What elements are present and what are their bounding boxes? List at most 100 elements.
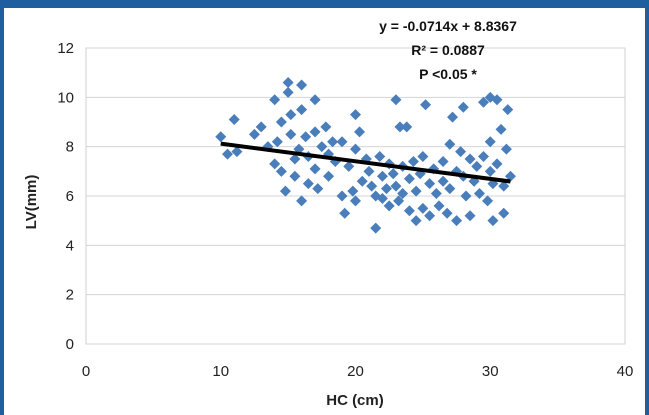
data-point: [336, 190, 348, 202]
x-tick-label: 10: [212, 363, 229, 380]
data-point: [350, 195, 361, 207]
data-point: [296, 104, 308, 116]
data-point: [312, 183, 324, 195]
x-axis-title: HC (cm): [326, 392, 384, 409]
data-point: [228, 114, 240, 126]
data-point: [302, 178, 314, 190]
data-point: [433, 200, 445, 212]
data-point: [430, 188, 442, 200]
data-point: [403, 173, 415, 185]
data-point: [366, 180, 378, 192]
data-point: [350, 109, 361, 121]
data-point: [282, 77, 294, 89]
data-point: [407, 155, 419, 167]
data-point: [491, 158, 503, 170]
data-point: [390, 94, 402, 106]
data-point: [464, 210, 476, 222]
data-point: [451, 215, 463, 227]
data-point: [478, 96, 490, 108]
x-tick-label: 40: [617, 363, 634, 380]
data-point: [248, 128, 260, 140]
data-point: [498, 207, 510, 219]
y-tick-label: 8: [66, 139, 74, 156]
data-point: [460, 190, 472, 202]
data-point: [394, 121, 406, 133]
y-axis-title: LV(mm): [23, 175, 40, 230]
data-point: [437, 175, 449, 187]
data-point: [380, 183, 392, 195]
data-point: [478, 151, 490, 163]
data-point: [424, 178, 436, 190]
data-point: [343, 160, 355, 172]
y-tick-label: 0: [66, 336, 74, 353]
data-point: [374, 151, 386, 163]
data-point: [309, 126, 321, 138]
data-point: [417, 202, 429, 214]
data-point: [437, 155, 449, 167]
data-point: [464, 153, 476, 165]
data-point: [484, 136, 496, 148]
data-point: [487, 215, 499, 227]
data-point: [296, 79, 308, 91]
data-point: [376, 192, 388, 204]
data-point: [376, 170, 388, 182]
data-point: [441, 207, 453, 219]
data-point: [347, 185, 359, 197]
data-point: [271, 136, 283, 148]
data-point: [495, 123, 507, 135]
data-point: [255, 121, 267, 133]
data-point: [309, 163, 321, 175]
data-point: [471, 160, 483, 172]
x-tick-label: 0: [82, 363, 90, 380]
data-point: [309, 94, 321, 106]
data-point: [424, 210, 436, 222]
data-point: [491, 94, 503, 106]
data-point: [215, 131, 227, 143]
data-point: [500, 143, 512, 155]
data-point: [383, 200, 395, 212]
x-tick-labels: 0 10 20 30 40: [82, 363, 634, 380]
data-point: [285, 128, 297, 140]
x-tick-label: 30: [482, 363, 499, 380]
data-point: [323, 170, 335, 182]
data-point: [320, 121, 332, 133]
data-point: [502, 104, 514, 116]
data-point: [473, 188, 485, 200]
data-point: [482, 195, 494, 207]
y-tick-label: 10: [57, 89, 74, 106]
data-point: [269, 94, 281, 106]
data-point: [289, 170, 301, 182]
data-point: [444, 183, 456, 195]
data-point: [417, 151, 429, 163]
data-points: [215, 77, 516, 234]
y-tick-label: 6: [66, 188, 74, 205]
data-point: [403, 205, 415, 217]
data-point: [444, 138, 456, 150]
data-point: [327, 136, 339, 148]
data-point: [282, 86, 294, 98]
data-point: [356, 175, 368, 187]
data-point: [269, 158, 281, 170]
data-point: [350, 143, 361, 155]
data-point: [231, 146, 243, 158]
x-tick-label: 20: [347, 363, 364, 380]
trendline: [220, 141, 511, 184]
data-point: [420, 99, 432, 111]
data-point: [300, 131, 312, 143]
data-point: [397, 188, 409, 200]
data-point: [275, 116, 287, 128]
data-point: [289, 153, 301, 165]
data-point: [484, 165, 496, 177]
data-point: [336, 136, 348, 148]
data-point: [390, 180, 402, 192]
data-point: [285, 109, 297, 121]
data-point: [410, 185, 422, 197]
data-point: [387, 168, 399, 180]
data-point: [221, 148, 233, 160]
data-point: [296, 195, 308, 207]
y-tick-label: 2: [66, 287, 74, 304]
r-squared-label: R² = 0.0887: [411, 42, 485, 58]
data-point: [354, 126, 366, 138]
data-point: [457, 101, 469, 113]
